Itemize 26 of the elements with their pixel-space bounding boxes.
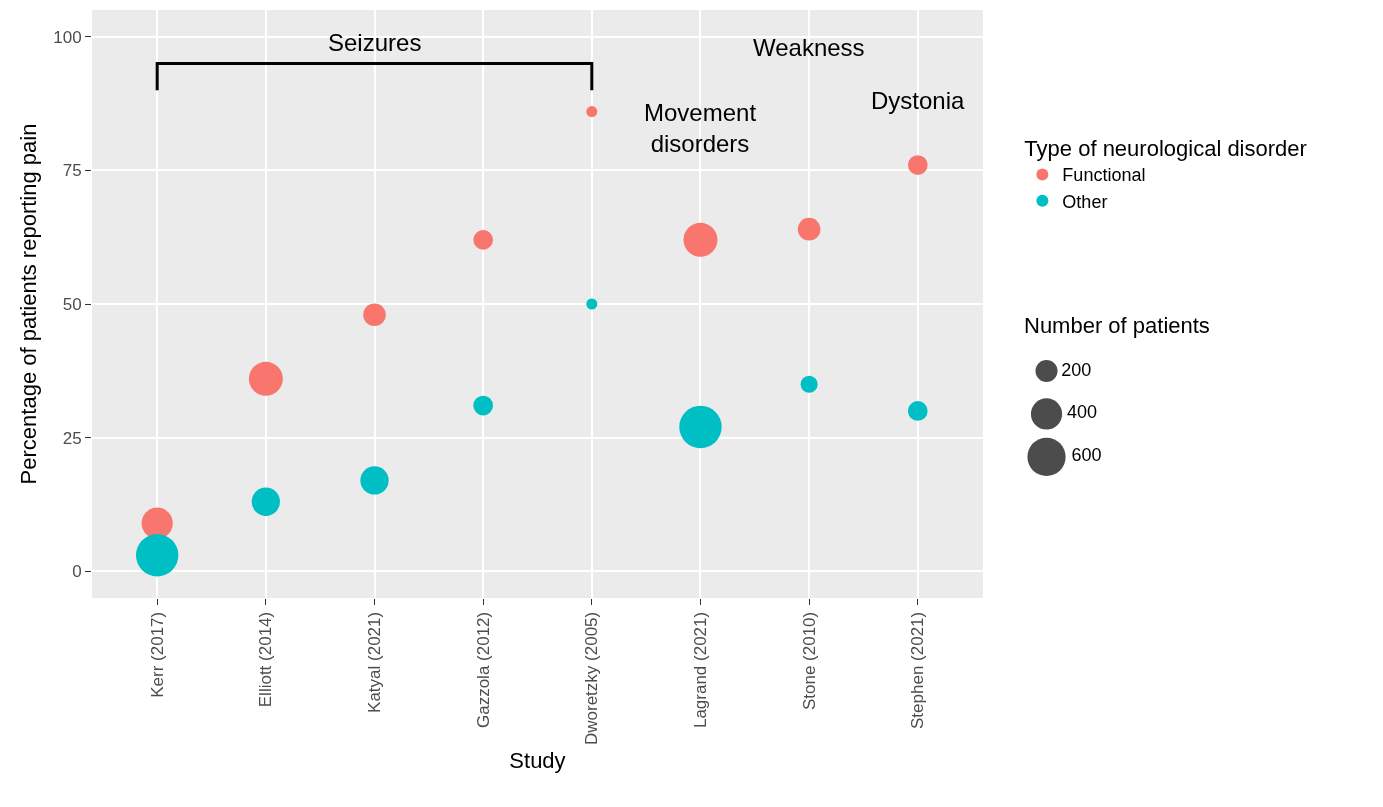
legend-label: 400 xyxy=(1067,402,1098,423)
y-tick-label: 25 xyxy=(62,428,82,448)
x-tick-label: Stephen (2021) xyxy=(908,611,928,729)
x-tick-label: Dworetzky (2005) xyxy=(582,611,602,746)
legend-label: 600 xyxy=(1071,445,1102,466)
x-axis-title: Study xyxy=(509,747,566,773)
y-axis-title: Percentage of patients reporting pain xyxy=(16,123,42,485)
x-tick-label: Stone (2010) xyxy=(799,611,819,711)
x-tick-label: Gazzola (2012) xyxy=(473,611,493,729)
legend-label: Other xyxy=(1062,191,1108,212)
annotation: Seizures xyxy=(328,29,422,56)
legend-title: Type of neurological disorder xyxy=(1024,136,1307,162)
x-tick-label: Katyal (2021) xyxy=(365,611,385,713)
y-tick-label: 50 xyxy=(62,294,82,314)
x-tick-label: Lagrand (2021) xyxy=(690,611,710,729)
legend-label: 200 xyxy=(1061,359,1092,380)
annotation: Dystonia xyxy=(871,87,966,114)
legend-label: Functional xyxy=(1062,165,1146,186)
x-tick-label: Kerr (2017) xyxy=(147,611,167,698)
annotation: Weakness xyxy=(753,34,865,61)
text: Number of patients xyxy=(1024,313,1210,338)
annotation: Movement disorders xyxy=(644,99,757,158)
y-tick-label: 75 xyxy=(62,161,82,181)
x-tick-label: Elliott (2014) xyxy=(256,611,276,708)
y-tick-label: 0 xyxy=(72,562,82,582)
y-tick-label: 100 xyxy=(53,27,82,47)
